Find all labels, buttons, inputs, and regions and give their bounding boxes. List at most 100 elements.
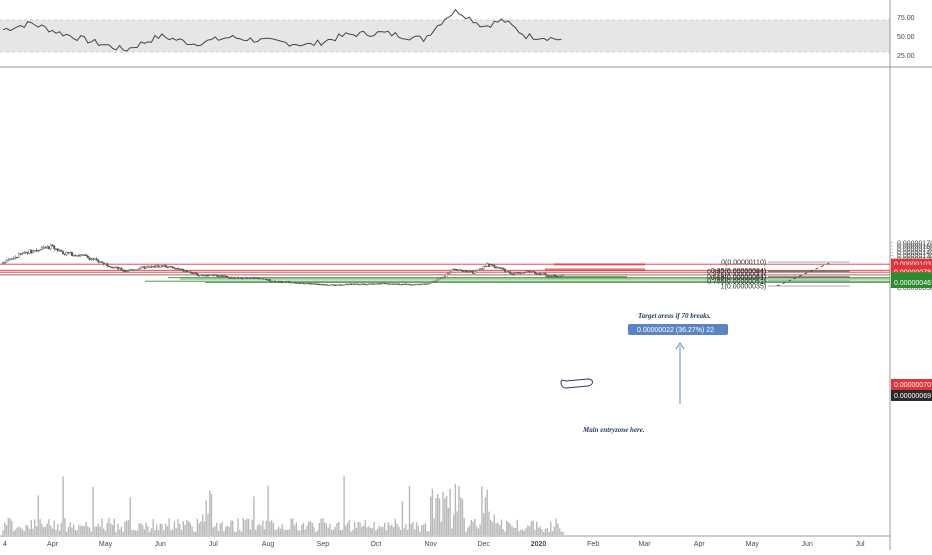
volume-bar bbox=[46, 523, 48, 535]
price-level-badges: 0.000001030.000000840.000000780.00000070… bbox=[891, 258, 932, 401]
candle-body bbox=[507, 271, 510, 273]
volume-bar bbox=[67, 526, 70, 535]
candle-body bbox=[371, 283, 374, 285]
price-tick-label: 0.00000030 bbox=[897, 285, 932, 292]
volume-bar bbox=[460, 497, 462, 535]
candle-body bbox=[323, 284, 326, 286]
volume-bar bbox=[405, 524, 407, 535]
volume-bar bbox=[334, 526, 336, 535]
candle-body bbox=[433, 280, 436, 282]
volume-bar bbox=[392, 527, 395, 535]
price-level-badge bbox=[891, 390, 932, 401]
candle-body bbox=[461, 270, 464, 272]
candle-body bbox=[21, 252, 24, 255]
candle-body bbox=[401, 284, 404, 286]
rsi-tick-label: 75.00 bbox=[897, 15, 915, 22]
volume-bar bbox=[191, 526, 193, 535]
candle-body bbox=[523, 272, 526, 274]
candle-body bbox=[58, 250, 61, 252]
volume-bar bbox=[384, 522, 386, 535]
candle-body bbox=[381, 282, 384, 284]
candle-body bbox=[155, 265, 158, 268]
candle-body bbox=[145, 266, 148, 269]
candle-body bbox=[546, 274, 549, 277]
candle-body bbox=[279, 281, 282, 283]
volume-bar bbox=[463, 518, 465, 535]
candle-body bbox=[125, 270, 128, 273]
candle-body bbox=[208, 274, 211, 276]
candle-body bbox=[70, 251, 73, 256]
candle-body bbox=[69, 251, 72, 254]
volume-bar bbox=[138, 523, 140, 535]
volume-bar bbox=[560, 531, 563, 535]
entry-zone bbox=[545, 276, 628, 279]
candle-body bbox=[533, 271, 536, 274]
candle-body bbox=[454, 268, 457, 271]
volume-bar bbox=[426, 531, 428, 535]
volume-bar bbox=[285, 530, 287, 535]
candle-body bbox=[392, 283, 395, 285]
candle-body bbox=[364, 283, 367, 286]
candle-body bbox=[56, 248, 59, 251]
candle-body bbox=[169, 266, 172, 268]
volume-bar bbox=[141, 525, 144, 535]
candle-body bbox=[410, 284, 413, 286]
candle-body bbox=[339, 284, 342, 286]
candle-body bbox=[115, 266, 118, 269]
candle-body bbox=[120, 267, 123, 271]
candle-body bbox=[443, 275, 446, 278]
candle-body bbox=[389, 283, 392, 285]
volume-bar bbox=[550, 521, 552, 535]
volume-bar bbox=[323, 522, 326, 535]
volume-bar bbox=[553, 526, 556, 535]
volume-bar bbox=[516, 519, 518, 535]
volume-bar bbox=[514, 528, 517, 535]
candle-body bbox=[295, 282, 298, 284]
volume-bar bbox=[311, 523, 313, 535]
volume-bar bbox=[493, 514, 495, 535]
candle-body bbox=[118, 267, 121, 270]
candle-body bbox=[288, 281, 291, 283]
volume-bar bbox=[378, 525, 381, 535]
candle-body bbox=[397, 283, 400, 285]
volume-bar bbox=[179, 523, 181, 535]
volume-bar bbox=[124, 521, 126, 535]
volume-bar bbox=[338, 522, 340, 535]
candle-body bbox=[238, 277, 241, 279]
volume-bar bbox=[442, 491, 444, 535]
candle-body bbox=[47, 246, 50, 249]
volume-bar bbox=[168, 518, 170, 535]
price-level-badge-label: 0.00000070 bbox=[894, 382, 931, 389]
volume-bar bbox=[131, 529, 133, 535]
volume-bar bbox=[481, 486, 483, 535]
candle-body bbox=[122, 270, 125, 272]
time-axis-label: Aug bbox=[262, 541, 275, 548]
volume-bar bbox=[232, 520, 234, 535]
volume-bar bbox=[315, 531, 317, 535]
candle-body bbox=[348, 283, 351, 285]
candle-body bbox=[111, 267, 114, 269]
candle-body bbox=[427, 283, 430, 285]
volume-bar bbox=[359, 522, 361, 535]
volume-bar bbox=[42, 527, 45, 535]
candle-body bbox=[166, 266, 169, 269]
candle-body bbox=[210, 274, 213, 276]
candle-body bbox=[532, 271, 535, 273]
candle-body bbox=[304, 283, 307, 285]
candle-body bbox=[153, 265, 156, 268]
volume-bar bbox=[350, 531, 352, 535]
candle-body bbox=[97, 260, 100, 263]
volume-bar bbox=[80, 525, 82, 535]
candle-body bbox=[102, 262, 105, 265]
volume-bar bbox=[127, 520, 130, 535]
volume-bar bbox=[511, 525, 513, 535]
volume-bar bbox=[281, 523, 283, 535]
volume-bar bbox=[461, 499, 464, 535]
volume-bar bbox=[97, 523, 100, 535]
volume-bar bbox=[12, 531, 15, 535]
volume-bar bbox=[341, 529, 343, 535]
volume-bar bbox=[14, 529, 17, 535]
candle-body bbox=[77, 255, 80, 257]
volume-bar bbox=[207, 513, 209, 535]
